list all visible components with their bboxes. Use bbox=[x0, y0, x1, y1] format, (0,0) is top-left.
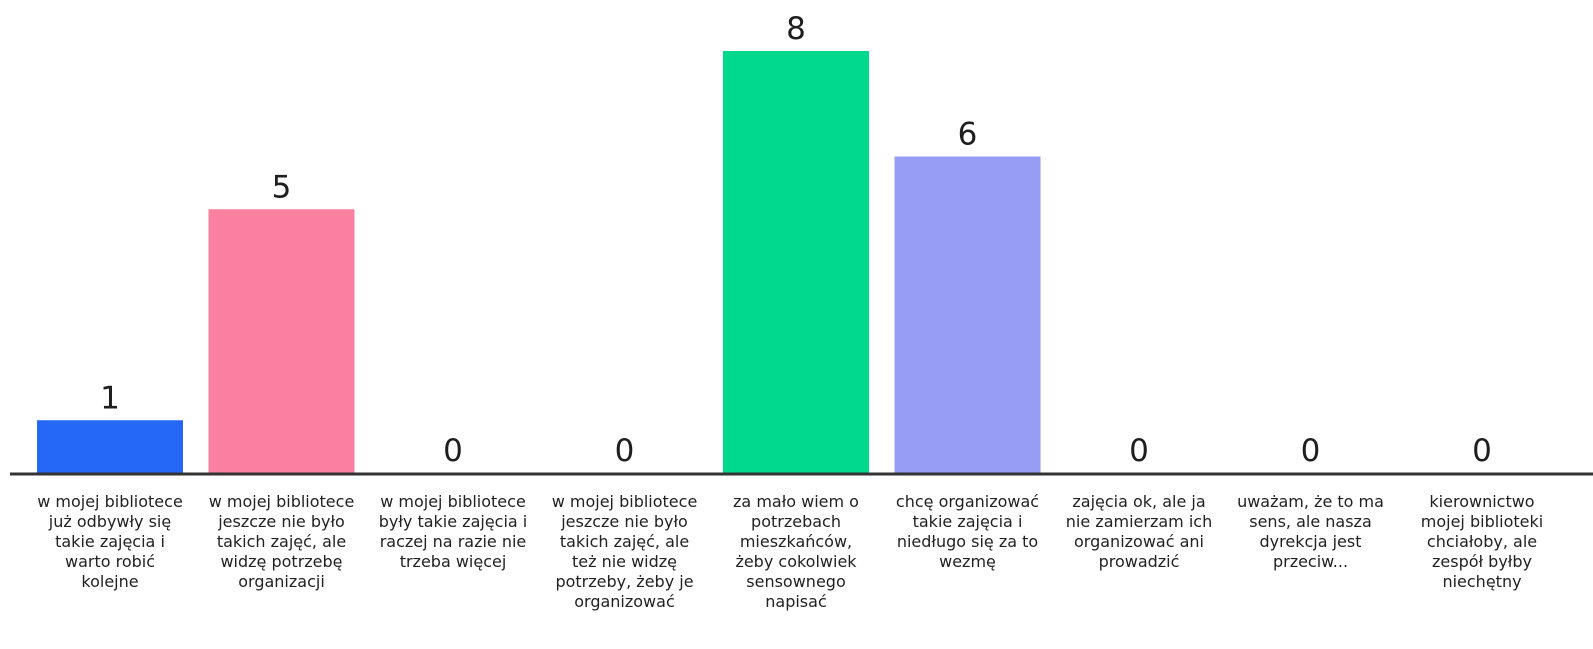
value-label-3: 0 bbox=[443, 433, 463, 469]
category-label-2: w mojej bibliotece jeszcze nie było taki… bbox=[208, 492, 355, 591]
category-label-7: zajęcia ok, ale ja nie zamierzam ich org… bbox=[1065, 492, 1213, 571]
value-label-7: 0 bbox=[1129, 433, 1149, 469]
bar-6 bbox=[894, 156, 1041, 473]
value-label-2: 5 bbox=[272, 169, 292, 205]
value-label-9: 0 bbox=[1472, 433, 1492, 469]
value-label-8: 0 bbox=[1301, 433, 1321, 469]
category-label-5: za mało wiem o potrzebach mieszkańców, ż… bbox=[733, 492, 859, 611]
value-label-4: 0 bbox=[615, 433, 635, 469]
category-label-4: w mojej bibliotece jeszcze nie było taki… bbox=[551, 492, 698, 611]
value-label-6: 6 bbox=[958, 117, 978, 153]
bars-group bbox=[37, 51, 1041, 473]
bar-1 bbox=[37, 420, 183, 473]
category-label-1: w mojej bibliotece już odbywły się takie… bbox=[37, 492, 183, 591]
value-label-5: 8 bbox=[786, 11, 806, 47]
category-label-9: kierownictwo mojej biblioteki chciałoby,… bbox=[1420, 492, 1544, 591]
value-label-1: 1 bbox=[100, 380, 120, 416]
category-label-3: w mojej bibliotece były takie zajęcia i … bbox=[378, 492, 528, 571]
category-label-6: chcę organizować takie zajęcia i niedług… bbox=[895, 492, 1040, 571]
category-label-8: uważam, że to ma sens, ale nasza dyrekcj… bbox=[1237, 492, 1384, 571]
value-labels-group: 1 5 0 0 8 6 0 0 0 bbox=[100, 11, 1492, 469]
bar-2 bbox=[208, 209, 355, 473]
bar-5 bbox=[723, 51, 869, 473]
